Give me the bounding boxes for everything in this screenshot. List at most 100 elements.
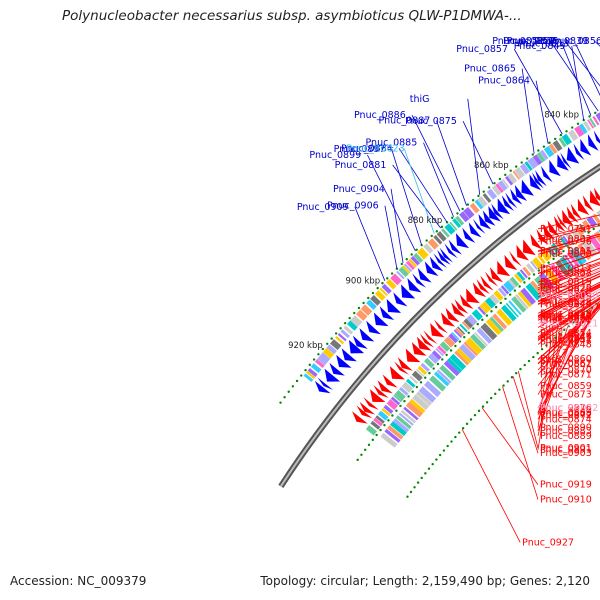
minus-strand-function-block <box>423 357 435 369</box>
plus-strand-function-block <box>452 218 462 229</box>
plus-strand-gene <box>573 143 585 161</box>
plus-strand-function-block <box>350 315 363 327</box>
leader-line <box>537 261 600 286</box>
tick-dot <box>375 433 378 437</box>
plus-strand-gene <box>366 320 381 335</box>
plus-strand-function-block <box>310 363 322 373</box>
minus-strand-function-block <box>383 404 394 414</box>
cog-function-block <box>470 333 487 350</box>
plus-strand-function-block <box>507 172 518 184</box>
leader-line <box>537 300 600 345</box>
minus-strand-function-block <box>373 417 383 427</box>
plus-strand-function-block <box>459 211 470 223</box>
leader-line <box>481 407 539 485</box>
minus-strand-function-block <box>546 246 557 257</box>
gene-label: Pnuc_R0022 <box>540 403 598 414</box>
minus-strand-function-block <box>596 210 600 218</box>
tick-dot <box>537 269 541 272</box>
tick-dot <box>287 390 290 393</box>
tick-dot <box>532 273 536 276</box>
tick-dot <box>477 409 481 413</box>
cog-function-block <box>463 341 478 357</box>
plus-strand-gene <box>317 377 334 391</box>
minus-strand-function-block <box>516 271 526 282</box>
gene-label: Pnuc_0888 <box>540 408 592 419</box>
leader-line <box>537 284 600 318</box>
leader-line <box>537 276 600 305</box>
plus-strand-function-block <box>396 270 405 280</box>
minus-strand-gene <box>547 220 560 237</box>
leader-line <box>537 285 600 319</box>
gene-label: Pnuc_0859 <box>540 381 592 392</box>
tick-dot <box>420 476 423 480</box>
gene-label: Pnuc_0906 <box>327 201 379 212</box>
leader-line <box>537 233 600 252</box>
plus-strand-function-block <box>574 125 585 138</box>
tick-dot <box>557 253 560 257</box>
backbone-layer <box>278 163 600 488</box>
tick-dot <box>441 358 444 361</box>
minus-strand-function-block <box>365 425 378 436</box>
leader-line <box>537 317 580 431</box>
gene-label: Pnuc_0847 <box>540 336 592 347</box>
plus-strand-function-block <box>512 170 521 180</box>
leader-line <box>537 291 600 328</box>
minus-strand-gene <box>416 336 432 351</box>
cog-function-block <box>538 272 555 290</box>
minus-strand-gene <box>441 312 456 327</box>
minus-strand-gene <box>433 319 449 334</box>
tick-dot <box>520 161 523 164</box>
plus-strand-function-block <box>495 183 504 193</box>
plus-strand-function-block <box>592 115 600 126</box>
cog-function-block <box>387 425 404 440</box>
gene-label: Pnuc_0872 <box>540 410 592 421</box>
gene-label: Pnuc_0811 <box>540 246 592 257</box>
minus-strand-function-block <box>393 394 403 403</box>
tick-dot <box>518 285 521 288</box>
leader-line <box>537 294 600 334</box>
minus-strand-function-block <box>443 336 456 348</box>
minus-strand-gene <box>356 405 373 419</box>
plus-strand-function-block <box>595 112 600 123</box>
leader-line <box>513 48 563 135</box>
scale-label: 860 kbp <box>474 161 509 171</box>
plus-strand-function-block <box>326 344 337 355</box>
tick-dot <box>367 443 371 447</box>
minus-strand-gene <box>423 330 438 345</box>
tick-dot <box>383 423 386 427</box>
tick-dot <box>390 272 394 275</box>
gene-label: Pnuc_0830 <box>540 311 592 322</box>
leader-line <box>537 341 552 428</box>
minus-strand-function-block <box>489 293 500 305</box>
minus-strand-function-block <box>420 362 430 373</box>
cog-function-block <box>588 234 600 253</box>
minus-strand-function-block <box>530 260 538 270</box>
minus-strand-gene <box>589 190 600 206</box>
gene-label: Pnuc_0805 <box>540 247 592 258</box>
tick-dot <box>450 440 453 443</box>
minus-strand-function-block <box>394 389 406 401</box>
leader-line <box>537 214 600 230</box>
plus-strand-function-block <box>307 367 318 377</box>
minus-strand-function-block <box>455 327 464 337</box>
minus-strand-function-block <box>405 378 416 388</box>
cog-function-block <box>459 343 476 361</box>
leader-line <box>537 288 600 325</box>
minus-strand-gene <box>593 187 600 201</box>
tick-dot <box>449 349 453 352</box>
tick-dot <box>477 194 480 198</box>
plus-strand-gene <box>455 233 470 249</box>
gene-label: Pnuc_0864 <box>478 76 530 87</box>
leader-line <box>537 252 600 274</box>
gene-label: Pnuc_0848 <box>540 339 592 350</box>
minus-strand-gene <box>359 401 376 415</box>
leader-line <box>537 296 600 338</box>
plus-strand-gene <box>433 253 448 268</box>
plus-strand-function-block <box>477 196 488 208</box>
gene-label: Pnuc_0903 <box>540 448 592 459</box>
leader-line <box>549 40 599 112</box>
gene-label: Pnuc_0843 <box>540 292 592 303</box>
tick-dot <box>587 231 590 234</box>
plus-strand-function-block <box>366 299 377 311</box>
